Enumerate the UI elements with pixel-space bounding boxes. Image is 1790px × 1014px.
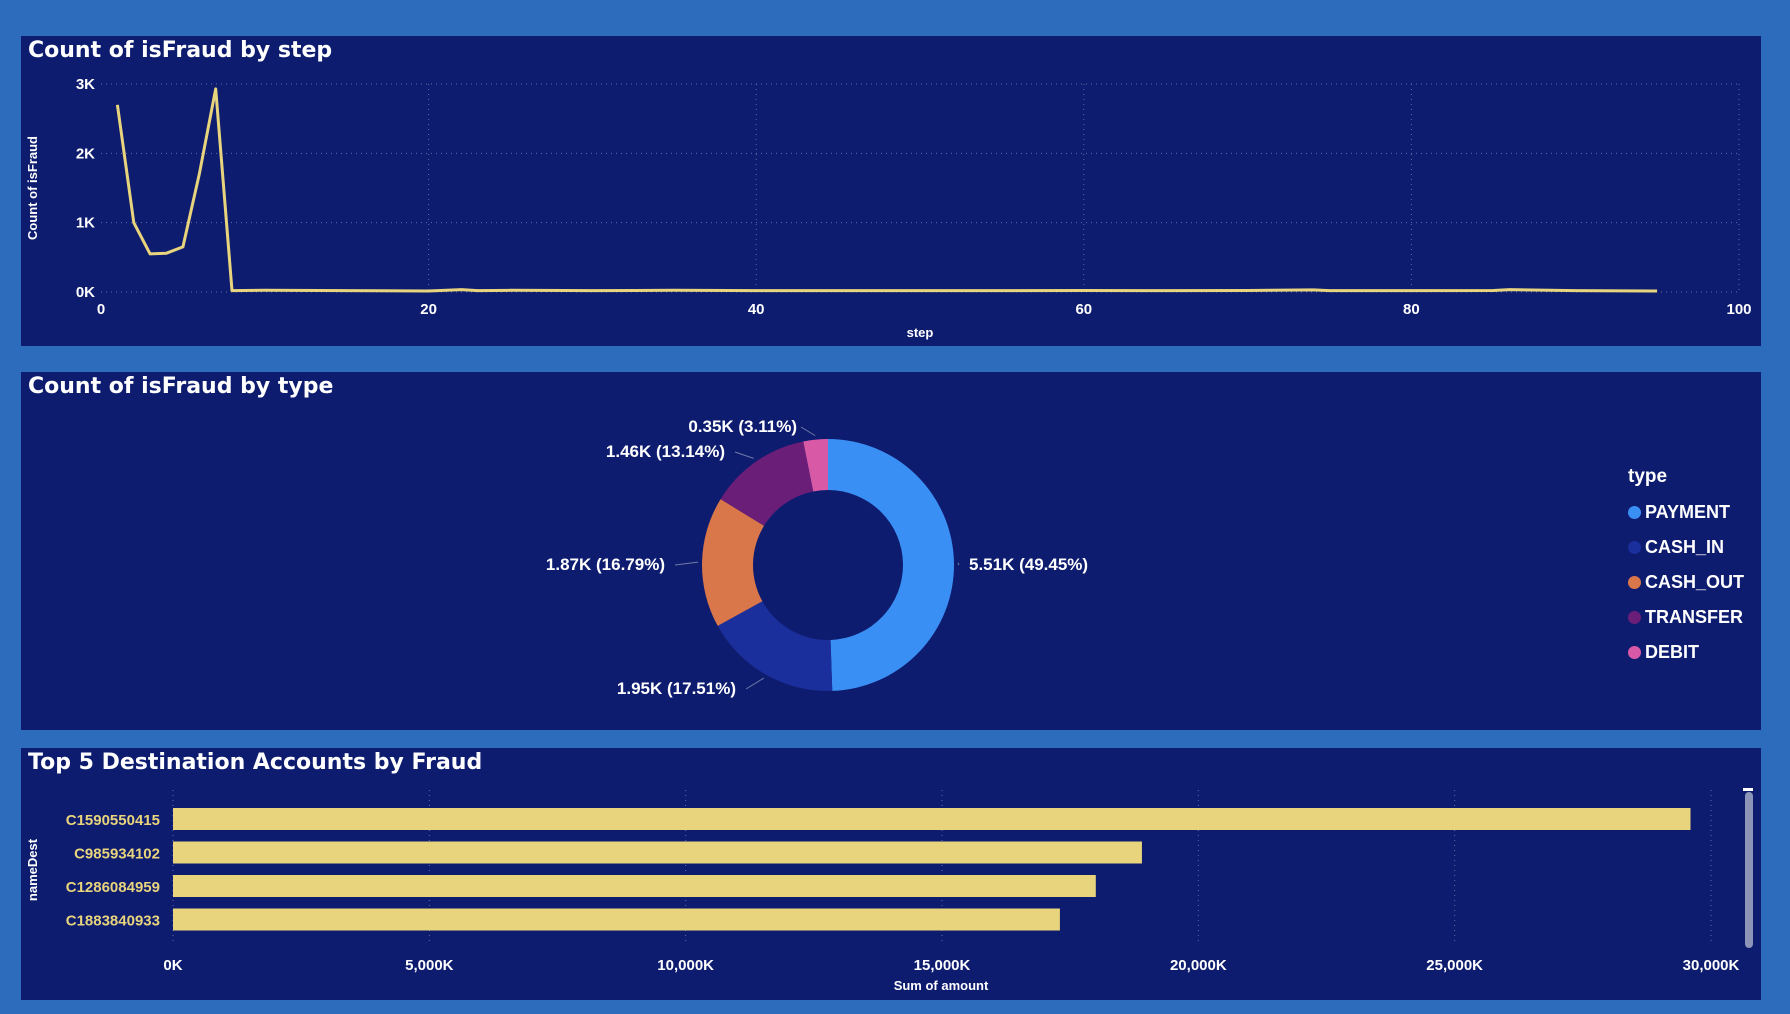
legend-dot-icon — [1628, 541, 1641, 554]
legend-item-transfer[interactable]: TRANSFER — [1628, 600, 1744, 635]
x-axis-title: step — [907, 325, 934, 340]
y-axis-title: nameDest — [25, 838, 40, 901]
fraud-count-line — [115, 87, 1658, 293]
y-category-label: C1883840933 — [66, 913, 160, 930]
leader-line — [800, 426, 816, 437]
donut-data-label: 1.46K (13.14%) — [606, 442, 725, 461]
line-chart-panel: Count of isFraud by step 0K 1K 2K 3K 0 20 40 60… — [21, 36, 1761, 346]
y-tick-label: 1K — [76, 215, 95, 232]
legend-label: TRANSFER — [1645, 607, 1743, 627]
y-category-label: C1286084959 — [66, 879, 160, 896]
legend-dot-icon — [1628, 611, 1641, 624]
x-tick-label: 30,000K — [1683, 957, 1740, 974]
x-tick-label: 10,000K — [657, 957, 714, 974]
legend-dot-icon — [1628, 646, 1641, 659]
donut-slice-cash-in — [717, 601, 833, 691]
x-tick-label: 20 — [420, 301, 437, 318]
scrollbar-cap — [1743, 788, 1753, 791]
donut-data-label: 0.35K (3.11%) — [688, 417, 797, 436]
y-category-label: C1590550415 — [66, 812, 160, 829]
legend-dot-icon — [1628, 576, 1641, 589]
x-tick-label: 60 — [1075, 301, 1092, 318]
x-axis-title: Sum of amount — [894, 978, 989, 993]
legend-item-debit[interactable]: DEBIT — [1628, 635, 1744, 670]
donut-data-label: 1.87K (16.79%) — [546, 555, 665, 574]
y-category-label: C985934102 — [74, 846, 160, 863]
donut-slice-debit — [803, 439, 828, 492]
y-tick-label: 3K — [76, 76, 95, 93]
x-tick-label: 20,000K — [1170, 957, 1227, 974]
bar-C1590550415 — [173, 808, 1691, 830]
line-chart[interactable]: 0K 1K 2K 3K 0 20 40 60 80 100 step Count of isFraud — [21, 36, 1761, 346]
x-tick-label: 0K — [163, 957, 182, 974]
legend-item-cash-in[interactable]: CASH_IN — [1628, 530, 1744, 565]
legend-label: CASH_IN — [1645, 537, 1725, 557]
donut-chart-title: Count of isFraud by type — [28, 374, 334, 399]
x-tick-label: 5,000K — [405, 957, 454, 974]
x-tick-label: 80 — [1403, 301, 1420, 318]
donut-legend: type PAYMENT CASH_IN CASH_OUT TRANSFER D… — [1628, 466, 1744, 670]
legend-label: DEBIT — [1645, 642, 1699, 662]
legend-label: PAYMENT — [1645, 502, 1731, 522]
y-tick-label: 0K — [76, 284, 95, 301]
bar-chart-panel: Top 5 Destination Accounts by Fraud 0K 5,… — [21, 748, 1761, 1000]
leader-line — [674, 561, 699, 566]
legend-label: CASH_OUT — [1645, 572, 1745, 592]
x-tick-label: 100 — [1726, 301, 1751, 318]
legend-item-payment[interactable]: PAYMENT — [1628, 495, 1744, 530]
legend-dot-icon — [1628, 506, 1641, 519]
vertical-scrollbar[interactable] — [1745, 792, 1753, 948]
x-tick-label: 25,000K — [1426, 957, 1483, 974]
leader-line — [957, 562, 960, 566]
bar-C1286084959 — [173, 875, 1096, 897]
donut-slice-transfer — [720, 441, 814, 526]
y-tick-label: 2K — [76, 145, 95, 162]
leader-line — [745, 677, 765, 690]
legend-title: type — [1628, 466, 1668, 487]
x-tick-label: 15,000K — [914, 957, 971, 974]
leader-line — [734, 451, 754, 459]
y-axis-title: Count of isFraud — [25, 136, 40, 240]
bar-chart[interactable]: 0K 5,000K 10,000K 15,000K 20,000K 25,000K 30,0… — [21, 748, 1761, 1000]
donut-slice-payment — [828, 439, 955, 691]
legend-item-cash-out[interactable]: CASH_OUT — [1628, 565, 1744, 600]
x-tick-label: 0 — [97, 301, 105, 318]
donut-data-label: 1.95K (17.51%) — [617, 679, 736, 698]
x-tick-label: 40 — [748, 301, 765, 318]
donut-slice-cash-out — [702, 499, 765, 626]
bar-chart-title: Top 5 Destination Accounts by Fraud — [28, 750, 483, 775]
bar-C985934102 — [173, 841, 1142, 864]
bar-C1883840933 — [173, 908, 1060, 931]
line-chart-title: Count of isFraud by step — [28, 38, 333, 63]
donut-data-label: 5.51K (49.45%) — [969, 555, 1088, 574]
donut-chart[interactable]: 5.51K (49.45%) 1.95K (17.51%) 1.87K (16.79… — [21, 372, 1761, 730]
donut-chart-panel: Count of isFraud by type 5.51K (49.45%) 1… — [21, 372, 1761, 730]
